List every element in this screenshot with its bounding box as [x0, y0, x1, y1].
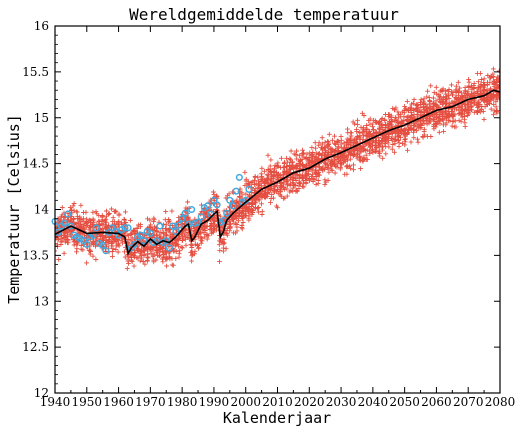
- x-tick-label: 1980: [167, 395, 198, 409]
- y-axis: 12 12.5 13 13.5 14 14.5 15 15.5 16: [22, 19, 500, 400]
- x-tick-label: 1940: [40, 395, 71, 409]
- observed-point: [156, 222, 164, 230]
- x-tick-label: 1990: [199, 395, 230, 409]
- observed-point: [165, 244, 173, 252]
- observed-point: [130, 240, 139, 248]
- observed-point: [175, 221, 183, 229]
- observed-point: [204, 202, 212, 210]
- observed-point: [83, 240, 91, 248]
- observed-point: [140, 237, 148, 245]
- mean-series: [54, 89, 501, 256]
- x-tick-label: 2050: [389, 395, 420, 409]
- observed-point: [92, 224, 100, 232]
- observed-point: [60, 219, 69, 227]
- observed-point: [245, 185, 253, 193]
- observed-point: [121, 224, 129, 232]
- y-tick-label: 16: [34, 19, 49, 33]
- y-tick-label: 14.5: [22, 157, 49, 171]
- x-tick-label: 2060: [421, 395, 452, 409]
- ensemble-markers: [55, 66, 500, 271]
- ensemble-series: [55, 66, 500, 271]
- y-tick-label: 12.5: [22, 340, 49, 354]
- observed-point: [226, 196, 234, 204]
- observed-point: [188, 205, 196, 214]
- y-tick-label: 15: [34, 111, 49, 125]
- observed-point: [178, 215, 186, 223]
- x-axis: 1940 1950 1960 1970 1980 1990 2000 2010 2020 2030…: [40, 26, 516, 409]
- x-axis-label: Kalenderjaar: [223, 409, 331, 427]
- observed-point: [102, 247, 110, 255]
- x-tick-label: 2000: [230, 395, 261, 409]
- x-tick-label: 2010: [262, 395, 293, 409]
- observed-point: [210, 196, 218, 204]
- observed-point: [213, 201, 221, 209]
- observed-point: [229, 202, 237, 210]
- observed-point: [197, 213, 205, 221]
- x-tick-label: 2080: [485, 395, 516, 409]
- y-tick-label: 15.5: [22, 65, 49, 79]
- y-tick-label: 13: [34, 294, 49, 308]
- observed-point: [194, 218, 202, 226]
- y-tick-label: 13.5: [22, 248, 49, 262]
- observed-point: [235, 173, 243, 181]
- observed-point: [181, 209, 189, 217]
- observed-point: [146, 229, 154, 237]
- observed-point: [232, 187, 240, 195]
- observed-point: [137, 231, 145, 239]
- x-tick-label: 2040: [358, 395, 389, 409]
- y-tick-label: 12: [34, 386, 49, 400]
- observed-point: [124, 224, 132, 232]
- y-axis-label: Temperatuur [Celsius]: [5, 114, 23, 304]
- chart-title: Wereldgemiddelde temperatuur: [129, 5, 399, 24]
- x-tick-label: 2070: [453, 395, 484, 409]
- x-tick-label: 2020: [294, 395, 325, 409]
- observed-point: [67, 222, 75, 230]
- observed-point: [99, 241, 107, 249]
- observed-point: [191, 219, 199, 227]
- mean-line: [54, 89, 501, 256]
- x-tick-label: 1960: [103, 395, 134, 409]
- x-tick-label: 1970: [135, 395, 166, 409]
- y-tick-label: 14: [34, 203, 50, 217]
- observed-point: [223, 209, 231, 217]
- observed-point: [169, 222, 177, 230]
- observed-point: [172, 227, 180, 236]
- observed-point: [64, 210, 72, 218]
- x-tick-label: 2030: [326, 395, 357, 409]
- x-tick-label: 1950: [72, 395, 103, 409]
